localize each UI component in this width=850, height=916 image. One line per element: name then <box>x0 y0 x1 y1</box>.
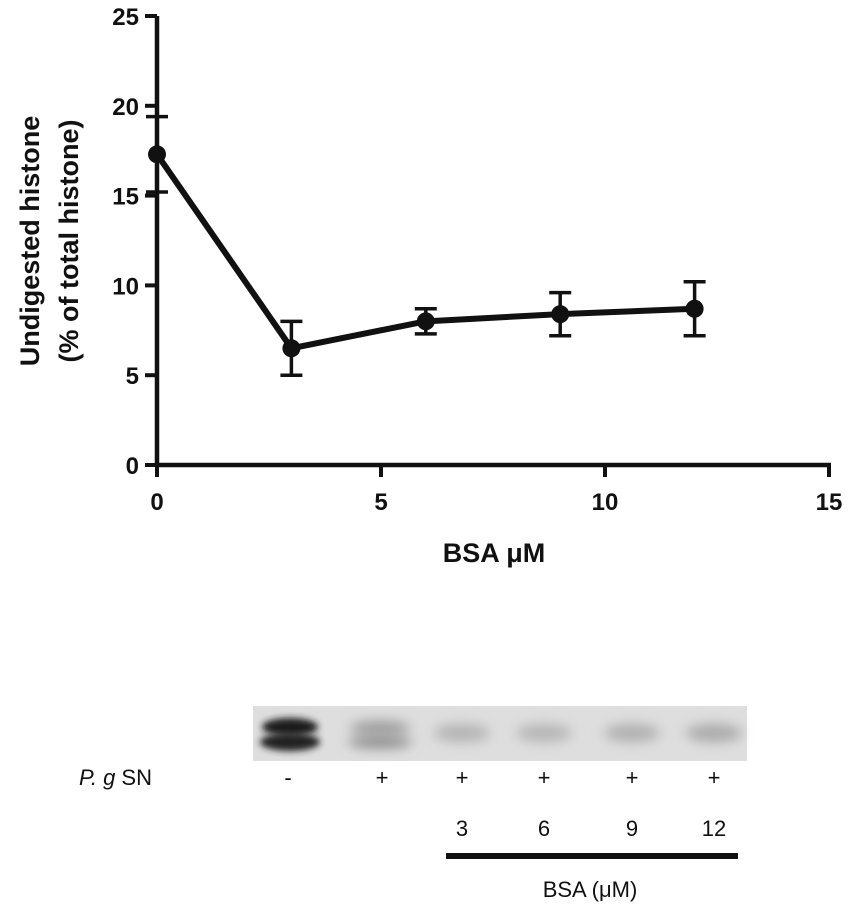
line-chart: 0 5 10 15 20 25 0 5 10 15 BSA μM Undigested hist… <box>15 4 842 568</box>
gel-band-lane-5 <box>604 724 660 742</box>
gel-band-lane-3 <box>434 724 490 742</box>
gel-background <box>253 706 747 761</box>
lane-3-sn-sign: + <box>456 765 469 790</box>
y-tick-label-5: 5 <box>126 363 139 390</box>
y-tick-label-20: 20 <box>112 94 139 121</box>
y-axis-title-line1: Undigested histone <box>15 116 45 367</box>
lane-2-sn-sign: + <box>376 765 389 790</box>
x-axis-ticks: 0 5 10 15 <box>150 465 842 516</box>
y-tick-label-10: 10 <box>112 273 139 300</box>
lane-1-sn-sign: - <box>284 765 291 790</box>
lane-5-sn-sign: + <box>626 765 639 790</box>
y-axis-ticks: 0 5 10 15 20 25 <box>112 4 157 480</box>
x-tick-label-15: 15 <box>816 489 843 516</box>
lane-3-bsa-conc: 3 <box>456 816 468 841</box>
gel-band-lane-4 <box>516 724 572 742</box>
data-point-0 <box>148 145 166 164</box>
y-axis-title-line2: (% of total histone) <box>54 120 84 363</box>
x-tick-label-10: 10 <box>592 489 619 516</box>
y-tick-label-0: 0 <box>126 453 139 480</box>
data-point-4 <box>685 299 704 318</box>
error-bars <box>146 114 706 377</box>
gel-band-lane-2 <box>348 721 412 748</box>
gel-band-lane-1 <box>260 718 320 751</box>
lane-5-bsa-conc: 9 <box>626 816 638 841</box>
x-tick-label-5: 5 <box>374 489 387 516</box>
data-points <box>148 145 704 358</box>
data-point-1 <box>282 339 301 358</box>
row-label-pg-sn: P. g SN <box>79 765 152 790</box>
lane-6-bsa-conc: 12 <box>702 816 726 841</box>
x-axis-title: BSA μM <box>443 538 546 568</box>
lane-6-sn-sign: + <box>708 765 721 790</box>
data-point-3 <box>551 305 570 324</box>
y-tick-label-15: 15 <box>112 184 139 211</box>
y-tick-label-25: 25 <box>112 4 139 31</box>
lane-4-bsa-conc: 6 <box>538 816 550 841</box>
x-tick-label-0: 0 <box>150 489 163 516</box>
gel-blot: P. g SN - + + + + + 3 6 9 12 BSA (μM) <box>79 706 747 902</box>
lane-4-sn-sign: + <box>538 765 551 790</box>
bsa-bar-label: BSA (μM) <box>543 877 638 902</box>
data-point-2 <box>416 312 435 331</box>
gel-band-lane-6 <box>686 724 742 742</box>
